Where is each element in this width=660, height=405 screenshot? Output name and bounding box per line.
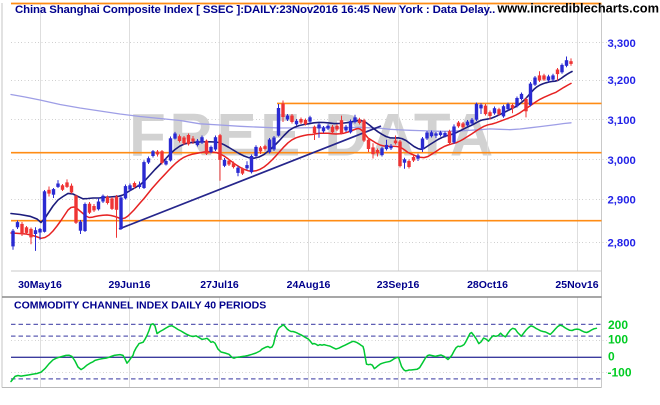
svg-text:2,800: 2,800 [608,238,636,250]
svg-text:27Jul16: 27Jul16 [200,279,239,291]
svg-text:30May16: 30May16 [18,279,62,291]
svg-text:-100: -100 [608,366,632,380]
svg-text:3,000: 3,000 [608,155,636,167]
svg-text:3,100: 3,100 [608,115,636,127]
svg-text:0: 0 [608,350,615,364]
svg-text:28Oct16: 28Oct16 [467,279,508,291]
svg-text:China Shanghai Composite Index: China Shanghai Composite Index [ SSEC ]:… [15,4,495,16]
svg-text:25Nov16: 25Nov16 [555,279,598,291]
svg-text:200: 200 [608,318,628,332]
svg-text:100: 100 [608,333,628,347]
svg-text:www.incrediblecharts.com: www.incrediblecharts.com [496,1,659,16]
svg-text:COMMODITY CHANNEL INDEX DAILY: COMMODITY CHANNEL INDEX DAILY 40 PERIODS [14,300,266,312]
svg-text:3,300: 3,300 [608,38,636,50]
svg-text:23Sep16: 23Sep16 [377,279,420,291]
svg-text:24Aug16: 24Aug16 [287,279,331,291]
svg-text:29Jun16: 29Jun16 [108,279,150,291]
svg-text:2,900: 2,900 [608,195,636,207]
svg-text:3,200: 3,200 [608,75,636,87]
